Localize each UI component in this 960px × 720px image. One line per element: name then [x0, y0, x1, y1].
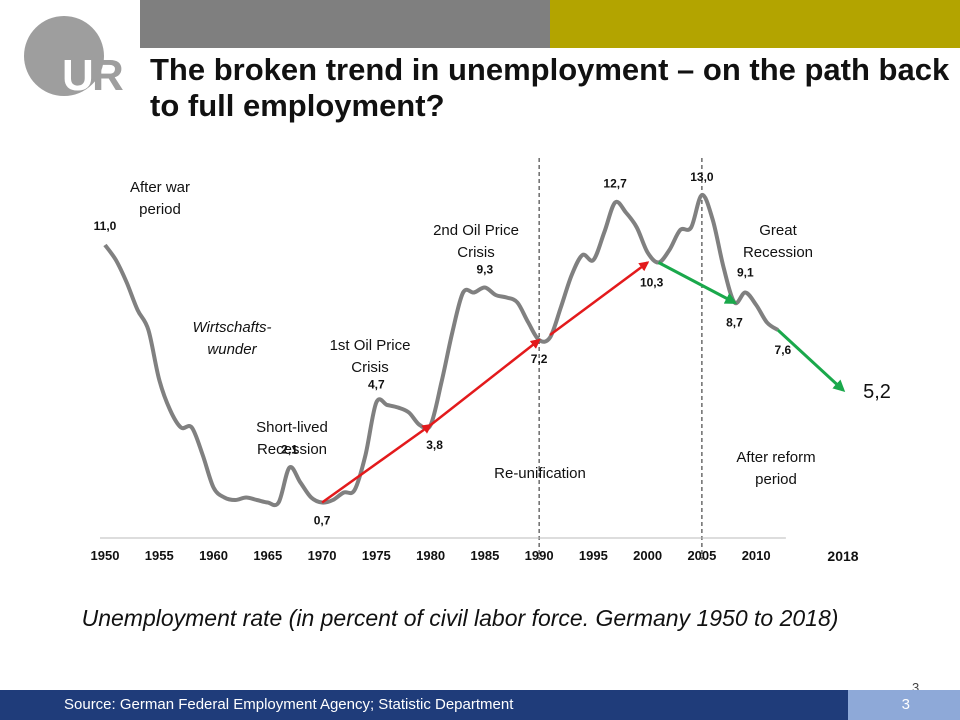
page-number: 3	[901, 696, 910, 713]
annotation-short-lived: Short-lived	[256, 419, 328, 436]
annotation-after-reform: period	[755, 471, 797, 488]
trend-arrow-green	[776, 328, 846, 393]
x-tick-label: 1970	[308, 548, 337, 563]
x-tick-label: 1990	[525, 548, 554, 563]
logo-u: U	[62, 51, 94, 98]
x-tick-label: 1980	[416, 548, 445, 563]
annotation-great-recession: Great	[759, 222, 797, 239]
value-label: 10,3	[640, 276, 664, 290]
annotation-after-war: period	[139, 201, 181, 218]
value-label: 11,0	[94, 219, 117, 233]
unemployment-series-line	[103, 193, 780, 508]
annotation-reunification: Re-unification	[494, 465, 586, 482]
forecast-label: 5,2	[863, 381, 891, 403]
annotation-short-lived: Recession	[257, 441, 327, 458]
value-label: 9,1	[737, 266, 754, 280]
slide-title: The broken trend in unemployment – on th…	[150, 52, 950, 123]
x-tick-label: 1985	[470, 548, 499, 563]
unemployment-line-chart: 1950 1955 1960 1965 1970 1975 1980 1985 1990 1995…	[91, 158, 891, 564]
footer-bar: Source: German Federal Employment Agency…	[0, 690, 848, 720]
annotation-after-war: After war	[130, 179, 190, 196]
university-logo: U R	[24, 16, 124, 98]
x-tick-label: 1965	[253, 548, 282, 563]
page-number-box: 3	[848, 690, 960, 720]
x-tick-label: 1975	[362, 548, 391, 563]
x-tick-label: 1960	[199, 548, 228, 563]
x-tick-label-2018: 2018	[827, 548, 858, 564]
header-bar-gray	[140, 0, 550, 48]
x-tick-label: 1950	[91, 548, 120, 563]
x-tick-label: 1955	[145, 548, 174, 563]
x-tick-label: 2000	[633, 548, 662, 563]
value-label: 0,7	[314, 514, 331, 528]
trend-arrow-red	[429, 338, 541, 426]
value-label: 4,7	[368, 378, 385, 392]
annotation-oil1: Crisis	[351, 359, 389, 376]
annotation-oil2: 2nd Oil Price	[433, 222, 519, 239]
value-label: 7,2	[531, 352, 548, 366]
annotation-oil1: 1st Oil Price	[330, 337, 411, 354]
trend-arrow-green	[657, 261, 738, 304]
source-text: Source: German Federal Employment Agency…	[64, 696, 514, 713]
chart-caption: Unemployment rate (in percent of civil l…	[81, 605, 839, 631]
value-label: 12,7	[603, 177, 627, 191]
x-tick-label: 2010	[742, 548, 771, 563]
x-tick-label: 1995	[579, 548, 608, 563]
value-label: 13,0	[690, 170, 714, 184]
corner-number: 3	[912, 680, 920, 695]
value-label: 9,3	[477, 263, 494, 277]
trend-arrow-red	[321, 423, 433, 504]
annotation-great-recession: Recession	[743, 244, 813, 261]
logo-r: R	[92, 51, 124, 98]
trend-arrow-red	[549, 261, 650, 337]
annotation-wirtschafts: wunder	[207, 341, 257, 358]
annotation-oil2: Crisis	[457, 244, 495, 261]
value-label: 2,1	[281, 443, 298, 457]
value-label: 7,6	[775, 343, 792, 357]
value-label: 3,8	[426, 438, 443, 452]
header-bar-olive	[550, 0, 960, 48]
annotation-after-reform: After reform	[736, 449, 815, 466]
annotation-wirtschafts: Wirtschafts-	[192, 319, 271, 336]
x-tick-label: 2005	[687, 548, 716, 563]
value-label: 8,7	[726, 316, 743, 330]
